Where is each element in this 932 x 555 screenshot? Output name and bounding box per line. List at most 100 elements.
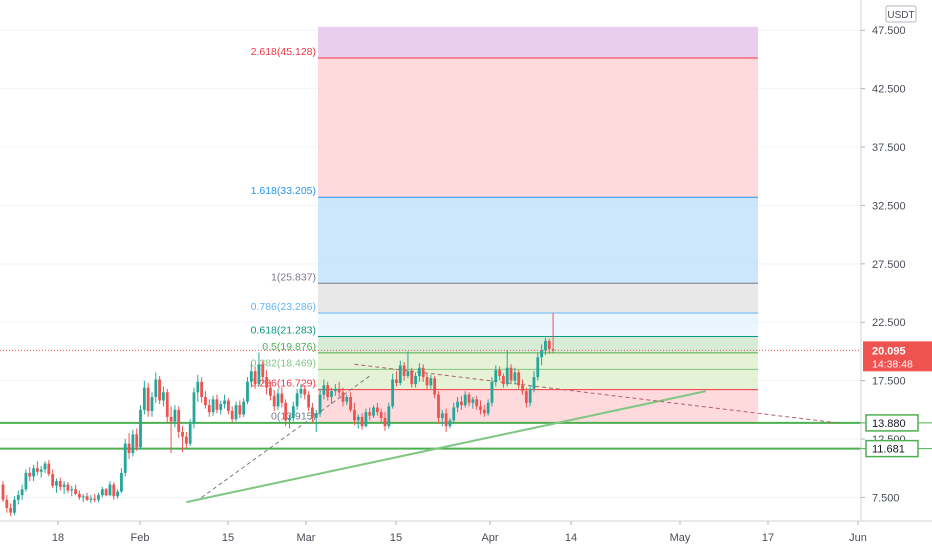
candle-body-116 [444,413,448,427]
candle-body-140 [536,357,540,378]
candle-body-87 [333,388,337,392]
candle-body-142 [544,340,547,351]
candle-body-0 [1,484,5,500]
candle-body-111 [425,377,429,386]
candle-body-4 [16,495,20,500]
candle-body-50 [192,392,196,424]
candle-body-89 [341,392,345,402]
candle-body-14 [55,481,58,486]
candle-body-54 [207,405,211,413]
candle-body-84 [322,385,326,395]
candle-body-40 [154,379,158,397]
trendline-2[interactable] [201,375,371,498]
candle-body-113 [433,378,437,395]
candle-body-44 [169,416,173,422]
candle-body-31 [120,472,123,492]
support-level-badge-1[interactable] [865,439,919,458]
time-axis[interactable]: 18 Feb 15 Mar 15 Apr 14 May 17 Jun [0,520,932,550]
candle-body-144 [551,349,555,351]
candle-body-65 [249,371,253,382]
fib-zone-2 [318,197,758,284]
candle-body-52 [200,381,204,397]
price-tick-label-3: 32.500 [872,200,906,212]
candle-body-117 [448,420,452,427]
candle-body-101 [387,406,391,427]
candle-body-42 [162,392,165,401]
candle-body-107 [410,371,414,385]
candle-body-75 [288,418,291,421]
candle-body-97 [372,407,375,416]
candle-body-18 [70,489,74,491]
candle-body-57 [219,404,223,410]
currency-badge[interactable]: USDT [885,5,917,23]
candle-body-110 [421,367,425,378]
candle-body-1 [5,499,9,508]
candle-body-78 [299,388,303,394]
candle-body-131 [502,375,505,385]
candle-body-95 [364,412,368,427]
trendline-1[interactable] [354,363,836,424]
candle-body-138 [528,388,532,403]
candle-body-120 [460,401,463,406]
price-countdown-label: 14:38:48 [872,358,913,370]
current-price-label: 20.095 [872,345,906,357]
candle-body-92 [353,409,356,421]
candle-body-11 [43,463,47,470]
current-price-badge[interactable] [863,341,932,372]
candle-body-130 [498,370,501,376]
trendlines[interactable] [186,363,836,504]
candle-body-83 [318,394,322,414]
candle-body-68 [261,364,265,378]
candle-body-114 [437,394,440,419]
candle-body-30 [116,491,119,497]
candle-body-33 [127,443,131,454]
candle-body-9 [35,468,39,472]
price-axis-background [861,0,932,521]
candle-body-27 [104,489,108,496]
candle-body-109 [417,367,421,376]
fib-level-label-1: 1.618(33.205) [251,185,316,197]
price-tick-label-2: 37.500 [872,142,906,154]
time-tick-label-1: Feb [131,532,150,544]
fibonacci-extension[interactable]: 2.618(45.128) 1.618(33.205) 1(25.837) 0.786… [251,26,758,424]
horizontal-levels[interactable] [0,421,861,450]
candle-body-34 [131,434,135,454]
candle-body-122 [467,394,471,403]
candle-body-61 [234,405,238,420]
candle-body-24 [93,498,97,500]
candle-body-72 [276,393,280,407]
candle-body-112 [429,378,433,386]
price-axis[interactable]: USDT 47.500 42.500 37.500 32.500 27.500 22.50… [860,0,932,521]
candle-body-64 [246,381,249,402]
fib-level-label-5: 0.5(19.876) [262,341,316,353]
candle-body-103 [395,379,398,383]
price-tick-label-6: 17.500 [872,376,906,388]
candle-body-74 [284,402,288,421]
fib-zone-1 [318,57,758,198]
candle-body-38 [146,387,150,412]
candle-body-41 [158,379,162,401]
price-tick-label-0: 47.500 [872,25,906,37]
candle-body-143 [547,340,551,350]
candle-body-93 [356,416,360,421]
candle-body-8 [32,468,35,477]
candle-body-43 [165,392,169,417]
candle-body-26 [100,489,104,496]
candle-body-23 [89,498,93,500]
currency-label: USDT [887,10,914,21]
candle-body-46 [177,409,181,433]
candle-body-13 [51,474,55,486]
candle-body-29 [112,484,116,497]
trendline-0[interactable] [186,390,707,504]
candle-body-47 [181,432,184,437]
candle-body-104 [398,365,402,383]
support-level-badge-0[interactable] [865,414,919,432]
time-tick-label-4: 15 [390,532,402,544]
candle-body-119 [456,401,459,408]
candle-body-99 [379,412,383,419]
candle-body-141 [540,350,544,358]
candle-body-62 [238,405,242,415]
fib-level-label-6: 0.382(18.469) [251,357,316,369]
